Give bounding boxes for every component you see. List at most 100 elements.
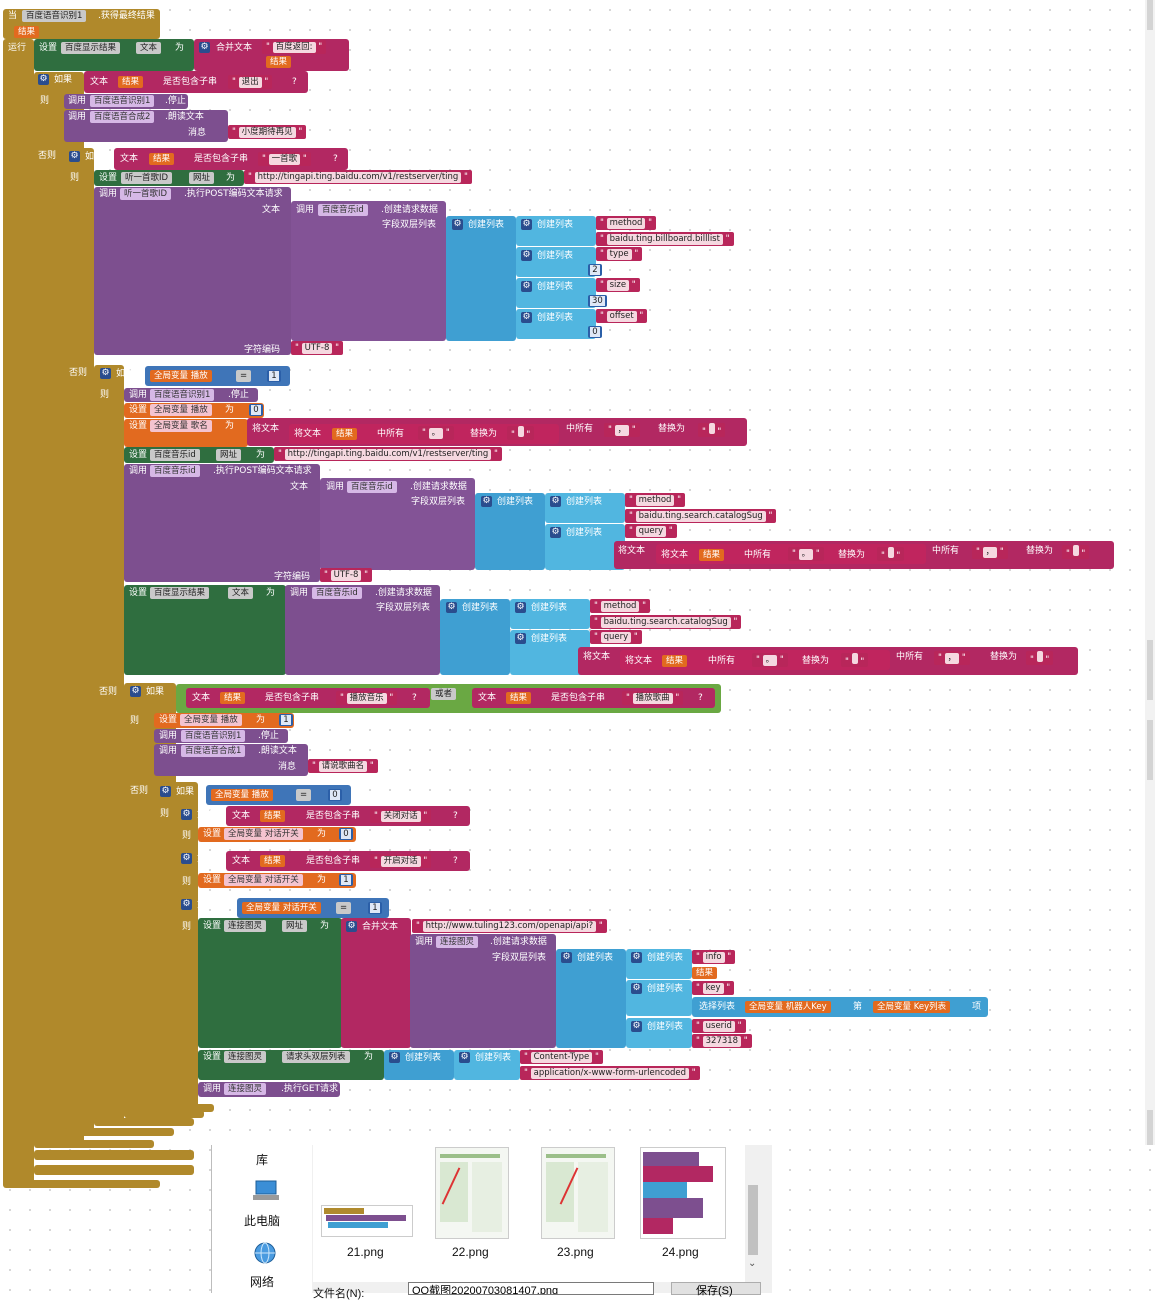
value-number[interactable]: 1 [339,874,353,886]
component-dropdown[interactable]: 连接图灵 [436,936,479,948]
component-dropdown[interactable]: 连接图灵 [224,920,267,932]
global-var[interactable]: 全局变量 对话开关 [224,828,303,840]
find-string[interactable]: " ， " [604,423,640,437]
pair-key[interactable]: " method " [596,216,657,230]
result-var[interactable]: 结果 [662,655,688,667]
property-dropdown[interactable]: 网址 [189,172,215,184]
find-string[interactable]: " 。 " [788,547,824,561]
needle-string[interactable]: " 播放音乐 " [336,691,398,705]
if-block-song[interactable] [64,148,94,1133]
sidebar-item-library[interactable]: 库 [256,1153,269,1167]
replace-string[interactable]: " " [841,653,869,667]
list-gear-icon[interactable]: ⚙ [521,219,532,230]
component-dropdown[interactable]: 听一首歌ID [120,188,172,200]
file-thumbnail[interactable] [541,1147,615,1239]
global-var[interactable]: 全局变量 播放 [180,714,242,726]
if-gear-icon[interactable]: ⚙ [69,151,80,162]
scroll-down-icon[interactable]: ⌄ [748,1258,757,1269]
set-url-block[interactable] [198,918,342,1048]
if-gear-icon[interactable]: ⚙ [181,853,192,864]
global-var[interactable]: 全局变量 播放 [150,404,212,416]
pair-value[interactable]: " baidu.ting.billboard.billlist " [596,232,734,246]
list-gear-icon[interactable]: ⚙ [452,219,463,230]
filename-input[interactable]: QQ截图20200703081407.png [408,1282,654,1295]
compare-number[interactable]: 1 [368,902,382,914]
message-string[interactable]: " 请说歌曲名 " [308,759,378,773]
url-string[interactable]: " http://tingapi.ting.baidu.com/v1/rests… [244,170,472,184]
if-gear-icon[interactable]: ⚙ [181,809,192,820]
pair-key[interactable]: " userid " [692,1019,746,1033]
operator-dropdown[interactable]: = [236,370,252,382]
find-string[interactable]: " ， " [972,545,1008,559]
result-var[interactable]: 结果 [260,810,286,822]
file-thumbnail[interactable] [321,1205,413,1237]
if-gear-icon[interactable]: ⚙ [181,899,192,910]
file-name[interactable]: 22.png [452,1245,489,1259]
needle-string[interactable]: " 播放歌曲 " [622,691,684,705]
replace-string[interactable]: " " [507,426,535,440]
component-dropdown[interactable]: 连接图灵 [224,1051,267,1063]
replace-string[interactable]: " " [877,547,905,561]
result-var[interactable]: 结果 [266,56,292,68]
pair-key[interactable]: " info " [692,950,736,964]
result-var[interactable]: 结果 [506,692,532,704]
value-number[interactable]: 0 [249,404,263,416]
list-gear-icon[interactable]: ⚙ [631,983,642,994]
call-post-block[interactable] [94,187,291,355]
pair-key[interactable]: " method " [625,493,686,507]
pair-key[interactable]: " size " [596,278,640,292]
pair-key[interactable]: " query " [625,524,677,538]
result-var[interactable]: 结果 [332,428,358,440]
set-display-text-block[interactable] [124,585,286,675]
pair-number[interactable]: 0 [588,326,602,338]
list-gear-icon[interactable]: ⚙ [550,496,561,507]
global-var[interactable]: 全局变量 播放 [150,370,212,382]
result-var[interactable]: 结果 [260,855,286,867]
file-name[interactable]: 21.png [347,1245,384,1259]
global-var[interactable]: 全局变量 对话开关 [224,874,303,886]
pair-key[interactable]: " query " [590,630,642,644]
call-post-block[interactable] [124,464,320,582]
join-text-block[interactable] [341,918,411,1048]
list-gear-icon[interactable]: ⚙ [631,952,642,963]
result-var[interactable]: 结果 [699,549,725,561]
file-name[interactable]: 24.png [662,1245,699,1259]
mutator-gear-icon[interactable]: ⚙ [346,921,357,932]
save-button[interactable]: 保存(S) [671,1282,761,1297]
component-dropdown[interactable]: 百度音乐id [150,465,200,477]
build-request-block[interactable] [320,478,475,570]
header-key[interactable]: " Content-Type " [520,1050,603,1064]
component-dropdown[interactable]: 百度音乐id [318,204,368,216]
if-block-chat-on[interactable] [176,896,198,1100]
compare-number[interactable]: 1 [267,370,281,382]
pair-value[interactable]: " baidu.ting.search.catalogSug " [590,615,742,629]
component-dropdown[interactable]: 百度语音识别1 [150,389,215,401]
component-dropdown[interactable]: 听一首歌ID [121,172,173,184]
pair-number[interactable]: 2 [588,264,602,276]
event-component-dropdown[interactable]: 百度语音识别1 [22,10,87,22]
property-dropdown[interactable]: 网址 [282,920,308,932]
global-var[interactable]: 全局变量 对话开关 [242,902,321,914]
needle-string[interactable]: " 一首歌 " [258,152,311,166]
charset-string[interactable]: " UTF-8 " [320,568,373,582]
component-dropdown[interactable]: 百度语音识别1 [181,730,246,742]
logic-dropdown[interactable]: 或者 [431,688,457,700]
component-dropdown[interactable]: 连接图灵 [224,1083,267,1095]
component-dropdown[interactable]: 百度语音合成1 [181,745,246,757]
replace-string[interactable]: " " [1062,545,1090,559]
global-var[interactable]: 全局变量 歌名 [150,420,212,432]
list-gear-icon[interactable]: ⚙ [446,602,457,613]
pair-value[interactable]: " baidu.ting.search.catalogSug " [625,509,777,523]
list-gear-icon[interactable]: ⚙ [521,312,532,323]
property-dropdown[interactable]: 文本 [228,587,254,599]
join-string-a[interactable]: " 百度返回: " [262,40,327,54]
charset-string[interactable]: " UTF-8 " [291,341,344,355]
build-request-block[interactable] [285,585,440,675]
sidebar-item-network[interactable]: 网络 [250,1275,275,1289]
header-value[interactable]: " application/x-www-form-urlencoded " [520,1066,700,1080]
find-string[interactable]: " ， " [934,651,970,665]
result-var[interactable]: 结果 [149,153,175,165]
component-dropdown[interactable]: 百度语音合成2 [90,111,155,123]
make-list-outer[interactable] [446,216,516,341]
sidebar-item-this-pc[interactable]: 此电脑 [244,1214,281,1228]
